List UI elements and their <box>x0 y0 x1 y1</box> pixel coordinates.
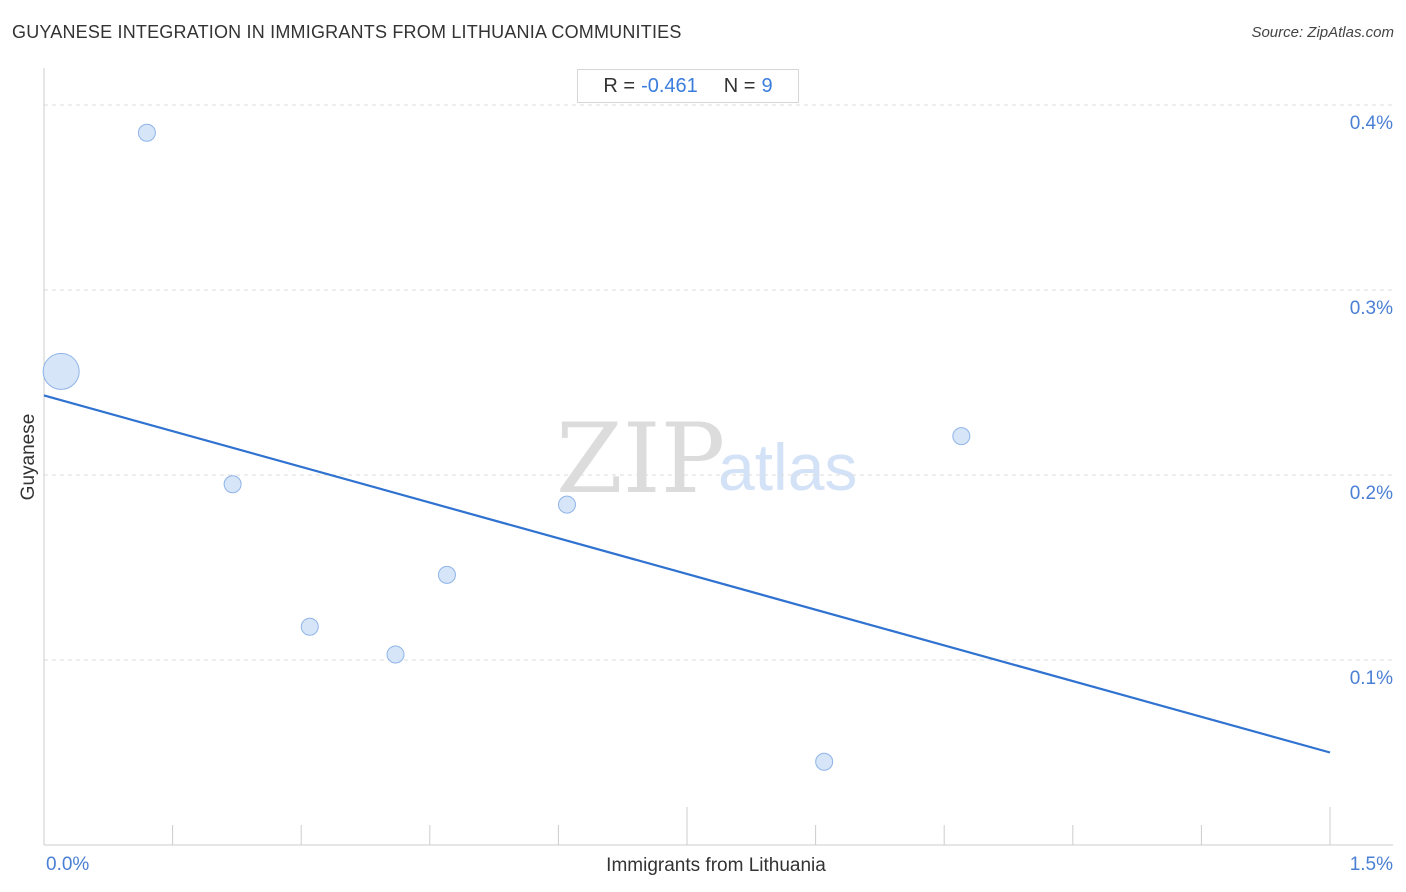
x-tick-label: 0.0% <box>46 854 89 875</box>
y-tick-label: 0.2% <box>1350 483 1393 504</box>
axes <box>43 68 1393 846</box>
r-label: R = <box>603 74 636 97</box>
y-tick-label: 0.4% <box>1350 113 1393 134</box>
data-point <box>557 495 576 514</box>
data-points <box>42 123 971 771</box>
r-value: -0.461 <box>641 74 698 97</box>
chart-title: GUYANESE INTEGRATION IN IMMIGRANTS FROM … <box>12 22 682 42</box>
n-label: N = <box>723 74 756 97</box>
watermark-zip: ZIP <box>556 403 725 515</box>
data-point <box>952 427 971 446</box>
x-tick-label: 1.5% <box>1350 854 1393 875</box>
x-axis-title: Immigrants from Lithuania <box>606 855 826 876</box>
n-value: 9 <box>761 74 773 97</box>
data-point <box>223 475 242 494</box>
y-axis-title: Guyanese <box>18 414 39 501</box>
data-point <box>386 645 405 664</box>
trend-line <box>43 394 1331 754</box>
tick-labels: 0.1% 0.2% 0.3% 0.4% 0.0% 1.5% <box>46 113 1393 875</box>
y-tick-label: 0.1% <box>1350 668 1393 689</box>
data-point <box>137 123 156 142</box>
data-point <box>437 565 456 584</box>
trend-line-group <box>43 394 1331 754</box>
data-point <box>300 617 319 636</box>
correlation-stats-box: R = -0.461 N = 9 <box>577 69 799 103</box>
watermark: ZIP atlas <box>556 403 857 515</box>
data-point <box>42 352 80 390</box>
grid-lines <box>44 104 1393 661</box>
y-tick-label: 0.3% <box>1350 298 1393 319</box>
source-label: Source: ZipAtlas.com <box>1251 24 1394 41</box>
watermark-atlas: atlas <box>718 430 857 504</box>
data-point <box>815 752 834 771</box>
